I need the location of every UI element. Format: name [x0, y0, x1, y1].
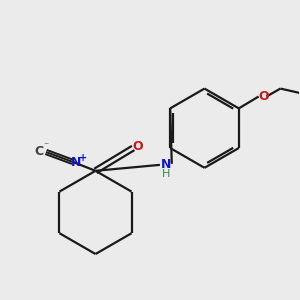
Text: O: O: [133, 140, 143, 152]
Text: O: O: [258, 90, 269, 103]
Text: H: H: [162, 169, 170, 179]
Text: N: N: [70, 156, 81, 170]
Text: C: C: [34, 146, 43, 158]
Text: +: +: [79, 153, 87, 163]
Text: ⁻: ⁻: [44, 141, 49, 151]
Text: N: N: [161, 158, 171, 171]
